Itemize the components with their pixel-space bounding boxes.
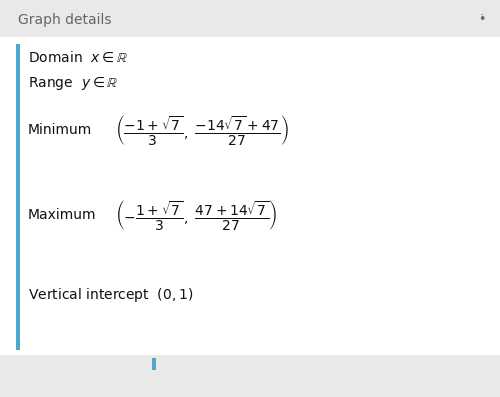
Text: Domain  $x \in \mathbb{R}$: Domain $x \in \mathbb{R}$ bbox=[28, 51, 128, 65]
Bar bbox=[0, 355, 500, 397]
Bar bbox=[152, 358, 156, 370]
Text: Vertical intercept  $\left(0,1\right)$: Vertical intercept $\left(0,1\right)$ bbox=[28, 286, 194, 304]
Text: $\left(\dfrac{-1+\sqrt{7}}{3},\ \dfrac{-14\sqrt{7}+47}{27}\right)$: $\left(\dfrac{-1+\sqrt{7}}{3},\ \dfrac{-… bbox=[115, 113, 289, 147]
Text: •̇: •̇ bbox=[478, 13, 486, 27]
Text: Maximum: Maximum bbox=[28, 208, 96, 222]
Bar bbox=[0, 37, 500, 357]
Text: Graph details: Graph details bbox=[18, 13, 112, 27]
Bar bbox=[16, 44, 20, 350]
Text: $\left(-\dfrac{1+\sqrt{7}}{3},\ \dfrac{47+14\sqrt{7}}{27}\right)$: $\left(-\dfrac{1+\sqrt{7}}{3},\ \dfrac{4… bbox=[115, 198, 278, 232]
Text: Minimum: Minimum bbox=[28, 123, 92, 137]
Text: Range  $y \in \mathbb{R}$: Range $y \in \mathbb{R}$ bbox=[28, 75, 118, 91]
